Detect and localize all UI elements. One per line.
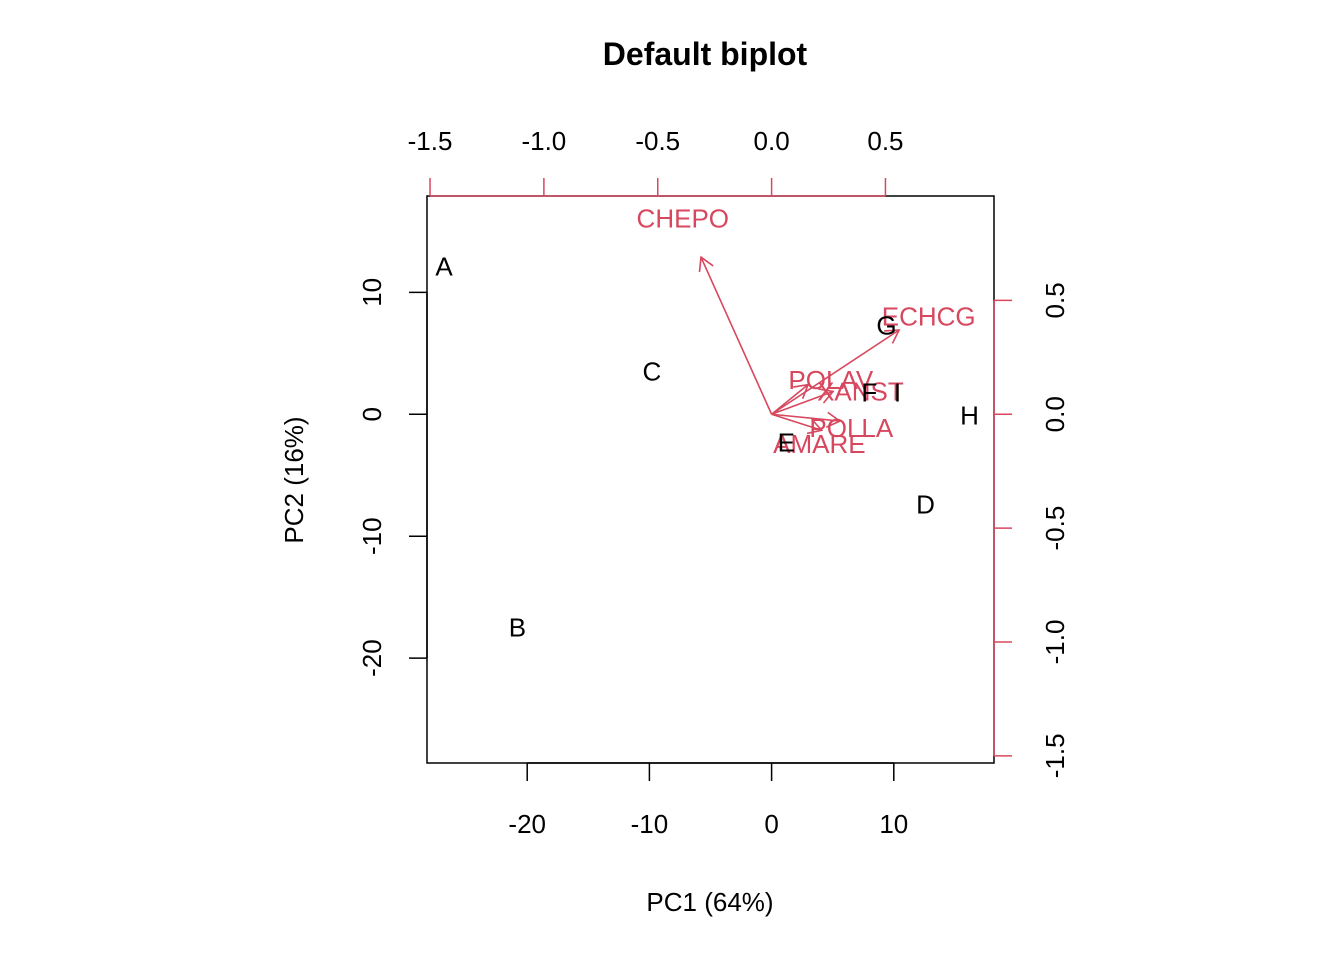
loading-arrow [771, 413, 840, 422]
observation-label: A [435, 252, 453, 282]
loading-arrowhead [793, 383, 810, 399]
loading-arrow [771, 413, 822, 431]
top-tick-label: -1.0 [521, 126, 566, 156]
loading-arrow [771, 329, 900, 415]
right-tick-label: -1.0 [1040, 620, 1070, 665]
loading-arrow [771, 390, 834, 416]
observation-label: I [894, 377, 901, 407]
top-tick-label: 0.5 [867, 126, 903, 156]
x-axis-label: PC1 (64%) [646, 887, 773, 917]
loading-arrowhead [884, 329, 901, 344]
x-tick-label: 10 [879, 809, 908, 839]
right-tick-label: 0.5 [1040, 282, 1070, 318]
loading-arrow [771, 384, 809, 415]
loading-arrowhead [806, 418, 824, 435]
observation-label: H [960, 400, 979, 430]
top-tick-label: 0.0 [754, 126, 790, 156]
right-tick-label: 0.0 [1040, 396, 1070, 432]
observation-label: B [509, 613, 526, 643]
loading-label: POLLA [809, 413, 893, 443]
x-tick-label: 0 [764, 809, 778, 839]
y-tick-label: 10 [357, 278, 387, 307]
loading-arrowhead [825, 411, 842, 428]
observation-label: G [876, 310, 896, 340]
loading-label: XANST [817, 376, 904, 406]
chart-title: Default biplot [603, 36, 808, 72]
observation-label: F [861, 377, 877, 407]
x-tick-label: -10 [631, 809, 669, 839]
loading-label: ECHCG [882, 301, 976, 331]
observation-label: D [916, 489, 935, 519]
top-tick-label: -0.5 [635, 126, 680, 156]
observation-label: E [778, 427, 795, 457]
loading-label: CHEPO [637, 203, 729, 233]
loading-label: POLAV [788, 365, 873, 395]
right-tick-label: -0.5 [1040, 506, 1070, 551]
observation-label: C [642, 357, 661, 387]
loading-arrow [700, 256, 773, 415]
top-tick-label: -1.5 [408, 126, 453, 156]
y-tick-label: 0 [357, 407, 387, 421]
loading-arrowhead [818, 388, 835, 404]
x-tick-label: -20 [508, 809, 546, 839]
right-tick-label: -1.5 [1040, 733, 1070, 778]
plot-frame [426, 195, 995, 764]
loading-label: AMARE [773, 429, 865, 459]
y-axis-label: PC2 (16%) [279, 416, 309, 543]
y-tick-label: -10 [357, 517, 387, 555]
y-tick-label: -20 [357, 639, 387, 677]
loading-arrowhead [698, 255, 714, 273]
